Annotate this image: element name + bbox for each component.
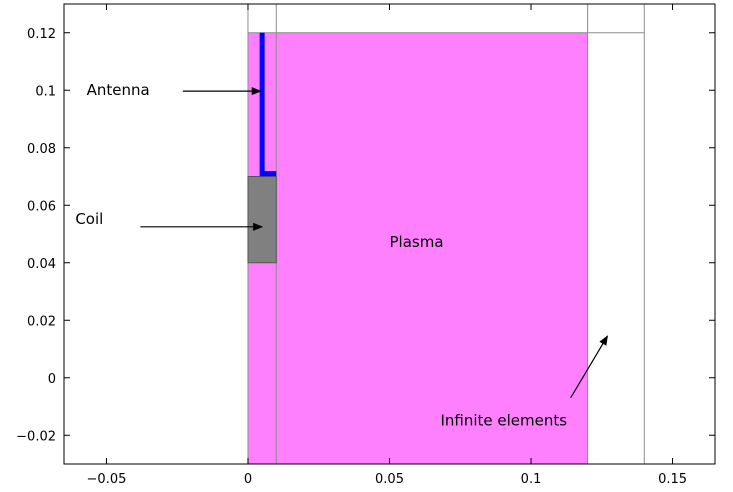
x-tick-label: 0.05 (375, 472, 404, 487)
plasma-region (247, 32, 588, 464)
x-tick-label: 0 (244, 472, 252, 487)
plasma-label: Plasma (390, 233, 444, 251)
domain-lines-layer (247, 4, 645, 464)
y-tick-label: 0 (48, 372, 56, 387)
y-tick-label: 0.08 (27, 142, 56, 157)
annotations-layer: Antenna Coil Plasma Infinite elements (75, 81, 608, 429)
infinite-arrow (570, 335, 608, 399)
x-tick-label: 0.15 (658, 472, 687, 487)
antenna-label: Antenna (87, 81, 150, 99)
y-tick-label: 0.12 (27, 27, 56, 42)
y-tick-label: 0.02 (27, 314, 56, 329)
infinite-label: Infinite elements (440, 411, 567, 429)
antenna-shape (259, 32, 277, 177)
x-tick-label: −0.05 (87, 472, 127, 487)
antenna-layer (259, 32, 277, 177)
ticks-layer: −0.05 0 0.05 0.1 0.15 0.12 0.1 0.08 0.06 0.04 0.02… (16, 4, 715, 487)
y-tick-label: 0.1 (35, 84, 56, 99)
y-tick-label: −0.02 (16, 429, 56, 444)
regions-layer (247, 32, 588, 464)
y-tick-label: 0.04 (27, 257, 56, 272)
coil-outline (247, 176, 277, 264)
coil-region (247, 176, 277, 263)
coil-label: Coil (75, 210, 103, 228)
x-tick-label: 0.1 (521, 472, 542, 487)
y-tick-label: 0.06 (27, 199, 56, 214)
